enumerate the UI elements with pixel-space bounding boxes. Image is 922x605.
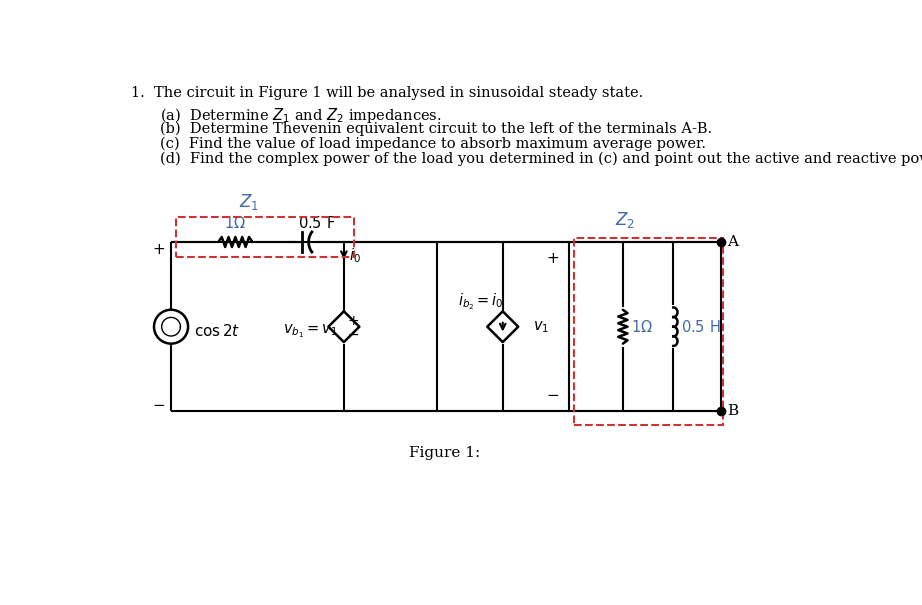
Text: $\cos 2t$: $\cos 2t$ <box>194 322 240 339</box>
Text: B: B <box>727 404 739 419</box>
Text: (b)  Determine Thevenin equivalent circuit to the left of the terminals A-B.: (b) Determine Thevenin equivalent circui… <box>160 121 713 136</box>
Text: A: A <box>727 235 739 249</box>
Text: $0.5\ \mathrm{H}$: $0.5\ \mathrm{H}$ <box>681 319 720 335</box>
Text: $-$: $-$ <box>546 387 560 402</box>
Text: (a)  Determine $Z_1$ and $Z_2$ impedances.: (a) Determine $Z_1$ and $Z_2$ impedances… <box>160 106 442 125</box>
Text: $0.5\ \mathrm{F}$: $0.5\ \mathrm{F}$ <box>298 215 336 231</box>
Text: $i_0$: $i_0$ <box>349 246 361 265</box>
Text: $1\Omega$: $1\Omega$ <box>631 319 653 335</box>
Text: $+$: $+$ <box>347 315 359 329</box>
Text: $v_1$: $v_1$ <box>533 319 550 335</box>
Text: Figure 1:: Figure 1: <box>409 446 480 460</box>
Text: $-$: $-$ <box>347 327 360 341</box>
Text: $Z_1$: $Z_1$ <box>240 192 259 212</box>
Text: (d)  Find the complex power of the load you determined in (c) and point out the : (d) Find the complex power of the load y… <box>160 152 922 166</box>
Bar <box>574 238 723 425</box>
Bar <box>176 217 354 257</box>
Text: $Z_2$: $Z_2$ <box>615 211 635 231</box>
Text: $v_{b_1} = v_1$: $v_{b_1} = v_1$ <box>283 322 337 340</box>
Text: $-$: $-$ <box>152 397 165 411</box>
Text: $1\Omega$: $1\Omega$ <box>224 215 246 231</box>
Text: (c)  Find the value of load impedance to absorb maximum average power.: (c) Find the value of load impedance to … <box>160 137 706 151</box>
Text: $+$: $+$ <box>152 243 165 257</box>
Text: $i_{b_2} = i_0$: $i_{b_2} = i_0$ <box>458 292 504 312</box>
Text: 1.  The circuit in Figure 1 will be analysed in sinusoidal steady state.: 1. The circuit in Figure 1 will be analy… <box>131 86 643 100</box>
Text: $+$: $+$ <box>546 252 560 266</box>
